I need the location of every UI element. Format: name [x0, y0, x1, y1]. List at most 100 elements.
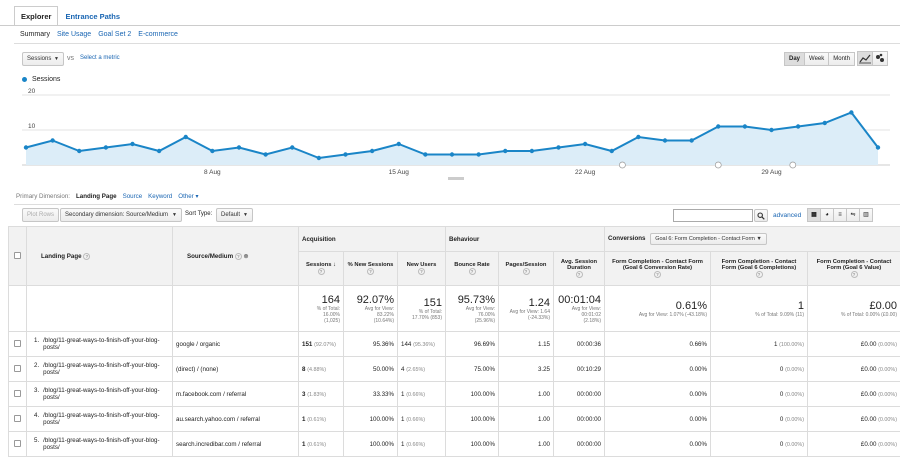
metric-dropdown[interactable]: Sessions ▼ [22, 52, 64, 66]
data-point[interactable] [663, 138, 667, 142]
col-value[interactable]: Form Completion - Contact Form (Goal 6 V… [817, 259, 892, 271]
help-icon[interactable]: ? [318, 268, 325, 275]
select-all-checkbox[interactable] [14, 252, 21, 259]
data-point[interactable] [104, 145, 108, 149]
help-icon[interactable]: ? [83, 253, 90, 260]
tab-explorer[interactable]: Explorer [14, 6, 58, 26]
subnav-ecommerce[interactable]: E-commerce [138, 31, 178, 38]
select-metric-link[interactable]: Select a metric [80, 55, 120, 61]
data-point[interactable] [343, 152, 347, 156]
help-icon[interactable]: ? [367, 268, 374, 275]
landing-page-link[interactable]: /blog/11-great-ways-to-finish-off-your-b… [43, 362, 169, 376]
annotation-marker-icon[interactable] [715, 162, 721, 168]
data-point[interactable] [157, 149, 161, 153]
help-icon[interactable]: ? [576, 271, 583, 278]
data-point[interactable] [184, 135, 188, 139]
data-point[interactable] [743, 124, 747, 128]
row-checkbox[interactable] [14, 390, 21, 397]
tab-entrance-paths[interactable]: Entrance Paths [58, 6, 127, 26]
annotation-marker-icon[interactable] [619, 162, 625, 168]
source-medium-value[interactable]: m.facebook.com / referral [176, 391, 246, 398]
pie-view-icon[interactable]: ◕ [820, 208, 834, 222]
help-icon[interactable]: ? [756, 271, 763, 278]
source-medium-value[interactable]: (direct) / (none) [176, 366, 218, 373]
data-point[interactable] [823, 121, 827, 125]
data-point[interactable] [130, 142, 134, 146]
data-point[interactable] [50, 138, 54, 142]
landing-page-link[interactable]: /blog/11-great-ways-to-finish-off-your-b… [43, 437, 169, 451]
data-point[interactable] [796, 124, 800, 128]
dimension-landing-page[interactable]: Landing Page [76, 193, 117, 200]
data-point[interactable] [77, 149, 81, 153]
col-sessions[interactable]: Sessions [306, 262, 331, 268]
help-icon[interactable]: ? [654, 271, 661, 278]
data-point[interactable] [556, 145, 560, 149]
row-checkbox[interactable] [14, 340, 21, 347]
col-completions[interactable]: Form Completion - Contact Form (Goal 6 C… [722, 259, 797, 271]
help-icon[interactable]: ? [418, 268, 425, 275]
motion-chart-icon[interactable] [872, 51, 888, 66]
data-point[interactable] [476, 152, 480, 156]
col-landing-page[interactable]: Landing Page [41, 253, 82, 260]
row-checkbox[interactable] [14, 440, 21, 447]
row-checkbox[interactable] [14, 415, 21, 422]
plot-rows-button[interactable]: Plot Rows [22, 208, 59, 222]
grid-view-icon[interactable]: ▦ [807, 208, 821, 222]
period-day[interactable]: Day [784, 52, 805, 66]
subnav-summary[interactable]: Summary [20, 31, 50, 38]
landing-page-link[interactable]: /blog/11-great-ways-to-finish-off-your-b… [43, 337, 169, 351]
source-medium-value[interactable]: google / organic [176, 341, 220, 348]
subnav-site-usage[interactable]: Site Usage [57, 31, 91, 38]
search-icon[interactable] [754, 209, 768, 222]
dimension-keyword[interactable]: Keyword [148, 193, 172, 200]
data-point[interactable] [689, 138, 693, 142]
help-icon[interactable]: ? [469, 268, 476, 275]
remove-dimension-icon[interactable]: ⊗ [244, 253, 249, 260]
data-point[interactable] [636, 135, 640, 139]
help-icon[interactable]: ? [235, 253, 242, 260]
data-point[interactable] [716, 124, 720, 128]
data-point[interactable] [769, 128, 773, 132]
data-point[interactable] [210, 149, 214, 153]
goal-dropdown[interactable]: Goal 6: Form Completion - Contact Form ▼ [650, 233, 767, 245]
dimension-source[interactable]: Source [123, 193, 143, 200]
line-chart-icon[interactable] [857, 51, 873, 66]
period-month[interactable]: Month [828, 52, 855, 66]
source-medium-value[interactable]: search.incredibar.com / referral [176, 441, 261, 448]
data-point[interactable] [450, 152, 454, 156]
source-medium-value[interactable]: au.search.yahoo.com / referral [176, 416, 260, 423]
annotation-marker-icon[interactable] [790, 162, 796, 168]
data-point[interactable] [849, 110, 853, 114]
data-point[interactable] [237, 145, 241, 149]
col-source-medium[interactable]: Source/Medium [187, 253, 233, 260]
data-point[interactable] [876, 145, 880, 149]
data-point[interactable] [370, 149, 374, 153]
data-point[interactable] [610, 149, 614, 153]
comparison-view-icon[interactable]: ⇋ [846, 208, 860, 222]
data-point[interactable] [423, 152, 427, 156]
help-icon[interactable]: ? [523, 268, 530, 275]
data-point[interactable] [290, 145, 294, 149]
subnav-goal-set[interactable]: Goal Set 2 [98, 31, 131, 38]
secondary-dimension-dropdown[interactable]: Secondary dimension: Source/Medium▼ [60, 208, 182, 222]
data-point[interactable] [263, 152, 267, 156]
advanced-filter-link[interactable]: advanced [773, 212, 801, 219]
landing-page-link[interactable]: /blog/11-great-ways-to-finish-off-your-b… [43, 412, 169, 426]
pivot-view-icon[interactable]: ▥ [859, 208, 873, 222]
data-point[interactable] [503, 149, 507, 153]
data-point[interactable] [317, 156, 321, 160]
annotation-toggle-icon[interactable] [448, 177, 464, 180]
bar-view-icon[interactable]: ≡ [833, 208, 847, 222]
col-conv-rate[interactable]: Form Completion - Contact Form (Goal 6 C… [612, 259, 703, 271]
data-point[interactable] [24, 145, 28, 149]
data-point[interactable] [583, 142, 587, 146]
row-checkbox[interactable] [14, 365, 21, 372]
help-icon[interactable]: ? [851, 271, 858, 278]
table-search-input[interactable] [673, 209, 753, 222]
landing-page-link[interactable]: /blog/11-great-ways-to-finish-off-your-b… [43, 387, 169, 401]
data-point[interactable] [397, 142, 401, 146]
sort-type-dropdown[interactable]: Default▼ [216, 208, 253, 222]
data-point[interactable] [530, 149, 534, 153]
dimension-other[interactable]: Other ▾ [178, 193, 198, 200]
col-avg-duration[interactable]: Avg. Session Duration [561, 259, 597, 271]
